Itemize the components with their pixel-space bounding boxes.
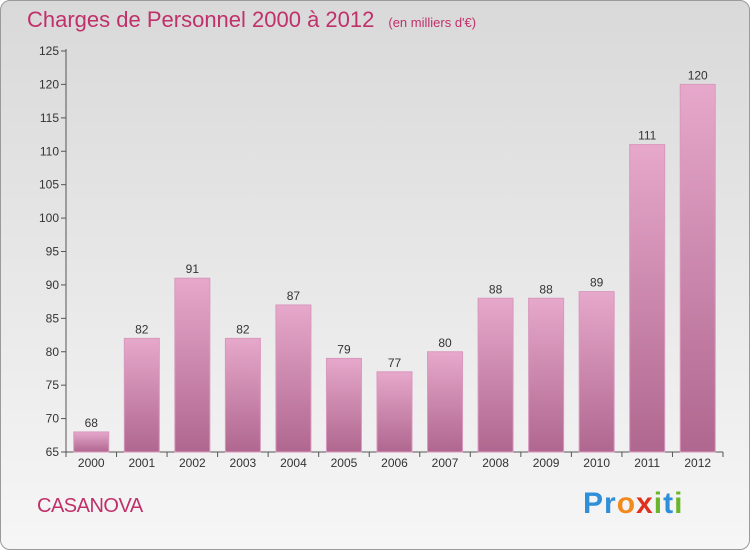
logo-letter: r <box>604 487 617 520</box>
bar-value-label: 82 <box>236 322 250 336</box>
y-tick-label: 100 <box>39 211 59 225</box>
logo-letter: t <box>663 487 675 520</box>
x-tick-label: 2006 <box>381 456 408 470</box>
bar-2009 <box>528 297 565 453</box>
y-tick-label: 115 <box>40 111 59 125</box>
chart-unit-text: (en milliers d'€) <box>388 15 477 30</box>
bar-2011 <box>629 144 666 453</box>
y-tick-label: 85 <box>46 311 60 325</box>
y-tick-label: 65 <box>46 445 60 459</box>
y-tick-label: 110 <box>40 144 59 158</box>
bar-value-label: 111 <box>638 129 657 143</box>
bar-value-label: 77 <box>388 356 402 370</box>
bar-value-label: 87 <box>287 289 301 303</box>
x-tick-label: 2011 <box>634 456 660 470</box>
bar-2008 <box>477 297 514 453</box>
x-tick-label: 2004 <box>280 456 307 470</box>
y-tick-label: 70 <box>46 412 60 426</box>
logo-letter: i <box>653 487 664 520</box>
bar-value-label: 120 <box>688 68 708 82</box>
bar-value-label: 79 <box>337 342 351 356</box>
commune-name: CASANOVA <box>37 495 143 517</box>
x-tick-label: 2012 <box>684 456 711 470</box>
bar-value-label: 88 <box>489 282 503 296</box>
bar-2000 <box>73 431 110 453</box>
bar-2010 <box>578 291 615 453</box>
logo-letter: P <box>583 487 605 520</box>
y-tick-label: 90 <box>46 278 60 292</box>
bar-2006 <box>376 371 413 453</box>
y-tick-label: 120 <box>39 77 59 91</box>
proxiti-logo: Proxiti <box>583 487 683 521</box>
bar-2005 <box>325 357 362 453</box>
x-tick-label: 2007 <box>432 456 459 470</box>
x-tick-label: 2009 <box>533 456 560 470</box>
bar-2001 <box>123 337 160 453</box>
x-tick-label: 2005 <box>331 456 358 470</box>
logo-letter: i <box>674 487 684 520</box>
bar-2012 <box>679 83 716 453</box>
bar-value-label: 89 <box>590 276 604 290</box>
x-tick-label: 2003 <box>230 456 257 470</box>
chart-title-text: Charges de Personnel 2000 à 2012 <box>27 7 375 32</box>
logo-letter: x <box>636 487 654 520</box>
x-tick-label: 2010 <box>583 456 610 470</box>
x-tick-label: 2008 <box>482 456 509 470</box>
y-tick-label: 75 <box>46 378 60 392</box>
bar-value-label: 82 <box>135 322 149 336</box>
bar-value-label: 91 <box>186 262 200 276</box>
bar-value-label: 68 <box>85 416 99 430</box>
logo-letter: o <box>616 487 637 520</box>
bar-2004 <box>275 304 312 453</box>
chart-title: Charges de Personnel 2000 à 2012 (en mill… <box>27 7 476 33</box>
bar-value-label: 88 <box>539 282 553 296</box>
x-tick-label: 2002 <box>179 456 206 470</box>
y-tick-label: 80 <box>46 345 60 359</box>
y-tick-label: 95 <box>46 245 60 259</box>
y-tick-label: 105 <box>39 178 59 192</box>
bar-2003 <box>224 337 261 453</box>
x-tick-label: 2000 <box>78 456 105 470</box>
y-tick-label: 125 <box>39 44 59 58</box>
bar-value-label: 80 <box>438 336 452 350</box>
x-tick-label: 2001 <box>128 456 155 470</box>
bar-2002 <box>174 277 211 453</box>
bar-2007 <box>427 351 464 453</box>
